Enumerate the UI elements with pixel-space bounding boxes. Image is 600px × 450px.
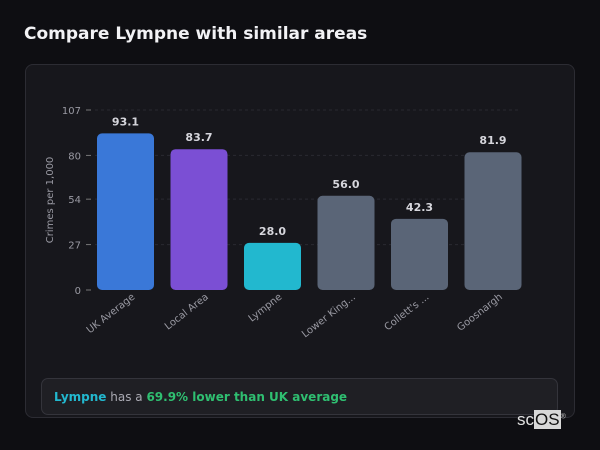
bar[interactable] — [391, 218, 448, 290]
bar-value-label: 83.7 — [185, 131, 212, 144]
summary-area: Lympne — [54, 390, 107, 404]
y-tick-label: 54 — [68, 195, 81, 206]
bar-value-label: 81.9 — [479, 134, 506, 147]
y-tick-label: 27 — [68, 241, 81, 252]
bar-value-label: 56.0 — [332, 178, 359, 191]
x-tick-label: Goosnargh — [455, 292, 505, 334]
scos-logo: scOS® — [517, 410, 566, 429]
page-title: Compare Lympne with similar areas — [24, 24, 368, 44]
x-tick-label: Lower King... — [300, 292, 358, 341]
bar-value-label: 42.3 — [406, 201, 433, 214]
bar[interactable] — [244, 242, 301, 290]
y-tick-label: 80 — [68, 151, 81, 162]
y-tick-label: 107 — [62, 106, 81, 117]
y-axis-label: Crimes per 1,000 — [45, 157, 56, 244]
summary-comparison: 69.9% lower than UK average — [146, 390, 348, 404]
x-tick-label: Local Area — [163, 292, 211, 333]
bar-value-label: 93.1 — [112, 115, 139, 128]
x-tick-label: Lympne — [247, 292, 285, 325]
summary-box: Lympne has a 69.9% lower than UK average — [41, 378, 558, 415]
bar[interactable] — [97, 133, 154, 290]
bar-value-label: 28.0 — [259, 225, 286, 238]
x-tick-label: UK Average — [85, 292, 138, 336]
summary-text: has a — [106, 390, 147, 404]
bar[interactable] — [170, 149, 228, 290]
bar[interactable] — [317, 195, 375, 290]
y-tick-label: 0 — [75, 286, 81, 297]
x-tick-label: Collett's ... — [383, 292, 432, 334]
bar[interactable] — [464, 152, 522, 290]
